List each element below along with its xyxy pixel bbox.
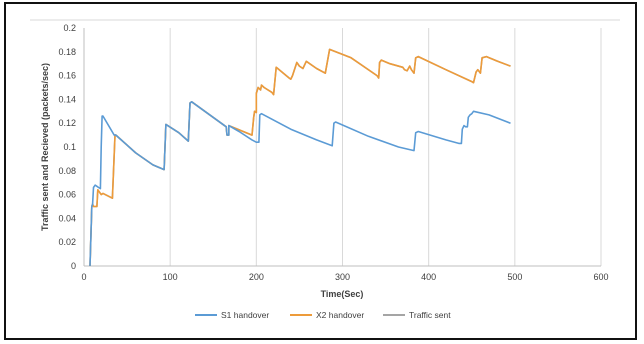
chart-frame (4, 2, 637, 340)
y-tick-label: 0.18 (58, 47, 76, 57)
y-tick-label: 0.1 (63, 142, 76, 152)
series-lines (89, 48, 511, 267)
series-line-traffic-sent (89, 48, 511, 267)
y-tick-label: 0.12 (58, 118, 76, 128)
x-axis-title: Time(Sec) (321, 289, 364, 299)
series-line-x2-handover (89, 48, 511, 267)
grid-lines (169, 28, 602, 266)
x-tick-label: 300 (335, 272, 350, 282)
y-tick-label: 0.2 (63, 23, 76, 33)
y-tick-label: 0.04 (58, 213, 76, 223)
legend-label: X2 handover (316, 310, 364, 320)
x-tick-label: 500 (507, 272, 522, 282)
y-tick-label: 0 (71, 261, 76, 271)
series-line-s1-handover (89, 101, 511, 267)
x-tick-label: 0 (81, 272, 86, 282)
legend-label: S1 handover (221, 310, 269, 320)
y-tick-label: 0.02 (58, 237, 76, 247)
legend: S1 handover X2 handover Traffic sent (195, 310, 451, 320)
x-tick-label: 100 (163, 272, 178, 282)
y-tick-label: 0.14 (58, 94, 76, 104)
x-tick-label: 600 (593, 272, 608, 282)
legend-label: Traffic sent (409, 310, 451, 320)
x-tick-label: 200 (249, 272, 264, 282)
x-tick-labels: 0 100 200 300 400 500 600 (81, 272, 608, 282)
y-tick-label: 0.06 (58, 190, 76, 200)
y-tick-labels: 0 0.02 0.04 0.06 0.08 0.1 0.12 0.14 0.16 0.18 0.2 (58, 23, 76, 271)
y-tick-label: 0.16 (58, 71, 76, 81)
axes (30, 19, 620, 267)
x-tick-label: 400 (421, 272, 436, 282)
y-axis-title: Traffic sent and Recieved (packets/sec) (40, 63, 50, 231)
y-tick-label: 0.08 (58, 166, 76, 176)
